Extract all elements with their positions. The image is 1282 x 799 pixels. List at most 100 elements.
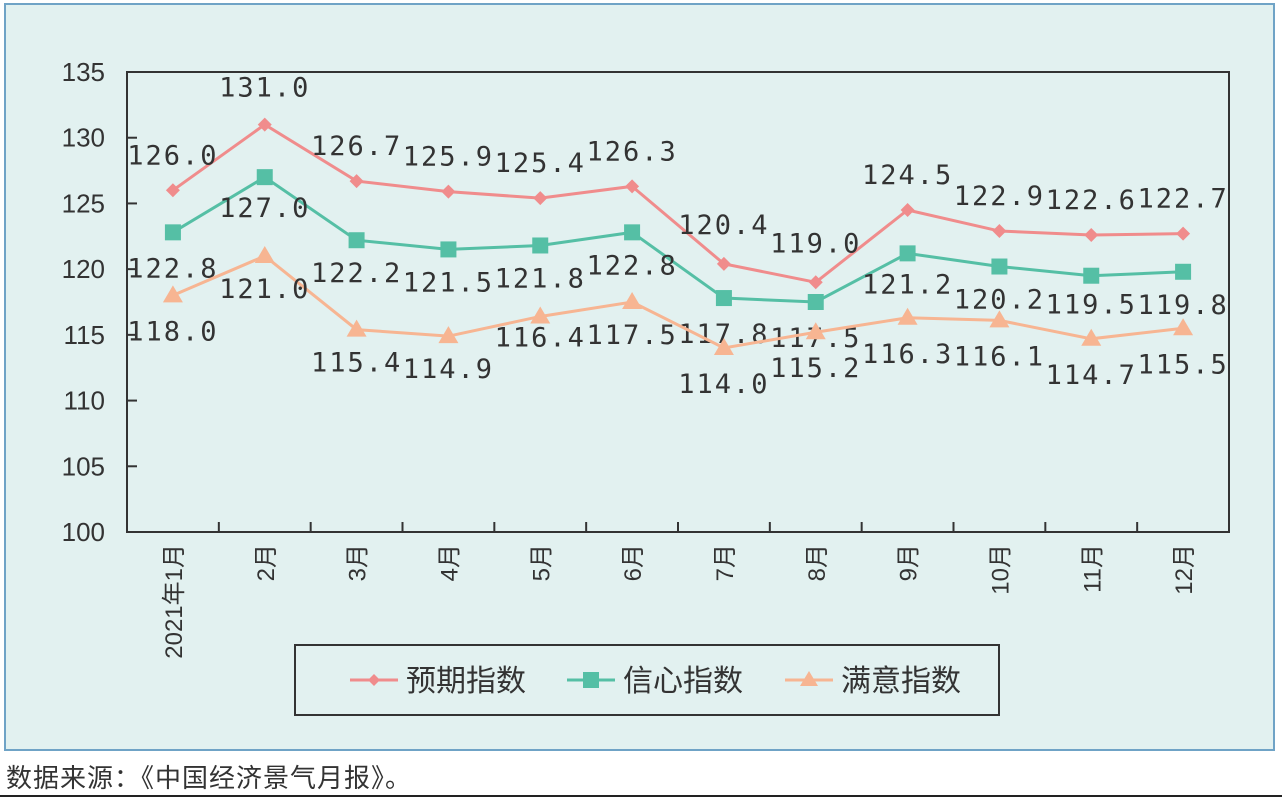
square-marker-icon: [624, 224, 641, 241]
square-marker-icon: [348, 232, 365, 249]
y-tick-label: 120: [62, 254, 105, 284]
x-tick-label: 12月: [1171, 544, 1198, 595]
triangle-marker-icon: [346, 319, 367, 337]
diamond-marker-icon: [808, 275, 823, 290]
data-label: 131.0: [219, 73, 310, 104]
triangle-marker-icon: [530, 306, 551, 324]
legend-label: 信心指数: [623, 664, 743, 699]
triangle-marker-icon: [1173, 318, 1194, 336]
source-note: 数据来源：《中国经济景气月报》。: [6, 764, 413, 794]
y-tick-label: 130: [62, 123, 105, 153]
x-tick-label: 3月: [345, 544, 372, 581]
y-tick-label: 125: [62, 188, 105, 218]
triangle-marker-icon: [713, 338, 734, 355]
triangle-marker-icon: [1081, 328, 1102, 346]
diamond-marker-icon: [441, 184, 456, 199]
series-line: [172, 254, 1184, 350]
data-label: 117.5: [586, 320, 677, 351]
legend-label: 满意指数: [841, 664, 961, 699]
legend-box: [294, 644, 1000, 716]
triangle-marker-icon: [622, 292, 643, 309]
data-label: 126.3: [586, 136, 677, 167]
data-label: 121.8: [495, 263, 586, 294]
y-tick-label: 115: [64, 320, 105, 350]
square-marker-icon: [807, 294, 824, 310]
x-tick-label: 2021年1月: [161, 544, 188, 659]
line-chart: 100 105 110 115 120 125 130 135 2021年1月 2月 3月 4月 5月 6…: [62, 57, 1230, 716]
data-label: 116.4: [495, 322, 586, 353]
series-line: [172, 175, 1184, 304]
data-label: 122.8: [586, 250, 677, 281]
chart-panel: [4, 3, 1275, 751]
data-label: 125.9: [403, 142, 494, 173]
data-label: 114.0: [678, 369, 769, 400]
data-label: 119.0: [770, 228, 861, 259]
data-label: 122.9: [954, 181, 1045, 212]
data-label: 114.7: [1046, 360, 1137, 391]
diamond-marker-icon: [533, 191, 548, 206]
data-label: 122.7: [1137, 184, 1228, 215]
triangle-marker-icon: [254, 246, 275, 263]
square-marker-icon: [1083, 267, 1100, 284]
data-label: 127.0: [219, 193, 310, 224]
data-label: 115.2: [770, 353, 861, 384]
data-label: 118.0: [127, 316, 218, 347]
x-tick-label: 8月: [804, 544, 831, 581]
square-marker-icon: [715, 290, 732, 307]
diamond-marker-icon: [900, 203, 915, 217]
diamond-marker-icon: [1084, 227, 1099, 242]
square-marker-icon: [440, 241, 457, 258]
data-label: 116.3: [862, 339, 953, 370]
square-marker-icon: [899, 245, 916, 262]
diamond-marker-icon: [625, 179, 640, 194]
data-label: 126.7: [311, 131, 402, 162]
data-label: 122.6: [1046, 185, 1137, 216]
triangle-marker-icon: [805, 322, 826, 340]
data-label: 115.5: [1137, 349, 1228, 380]
data-label: 119.8: [1137, 290, 1228, 321]
x-tick-label: 7月: [712, 544, 739, 581]
x-tick-label: 10月: [987, 544, 1014, 595]
square-marker-icon: [1175, 263, 1192, 280]
diamond-marker-icon: [716, 256, 731, 271]
diamond-marker-icon: [1176, 226, 1191, 241]
data-label: 121.0: [219, 274, 310, 305]
x-tick-label: 4月: [436, 544, 463, 581]
square-marker-icon: [164, 224, 181, 241]
legend-label: 预期指数: [406, 664, 526, 699]
y-tick-label: 135: [62, 57, 105, 87]
square-marker-icon: [991, 258, 1008, 275]
data-label: 120.4: [678, 210, 769, 241]
x-tick-label: 6月: [620, 544, 647, 581]
data-label: 122.2: [311, 258, 402, 289]
triangle-marker-icon: [438, 326, 459, 344]
triangle-marker-icon: [897, 307, 918, 325]
square-marker-icon: [532, 237, 549, 254]
triangle-marker-icon: [162, 285, 183, 303]
data-label: 121.5: [403, 267, 494, 298]
data-label: 121.2: [862, 269, 953, 300]
x-tick-label: 9月: [896, 544, 923, 581]
diamond-marker-icon: [165, 183, 180, 198]
data-label: 126.0: [127, 140, 218, 171]
diamond-marker-icon: [992, 224, 1007, 239]
y-tick-label: 105: [62, 451, 105, 481]
diamond-marker-icon: [368, 674, 380, 686]
y-tick-label: 110: [64, 386, 105, 416]
x-tick-label: 11月: [1079, 544, 1106, 593]
data-label: 122.8: [127, 253, 218, 284]
x-tick-label: 2月: [253, 544, 280, 581]
data-label: 119.5: [1046, 290, 1137, 321]
x-tick-label: 5月: [528, 544, 555, 581]
bottom-rule: [0, 795, 1282, 797]
data-label: 120.2: [954, 285, 1045, 316]
square-marker-icon: [583, 672, 599, 688]
series-line: [172, 122, 1184, 284]
data-label: 124.5: [862, 160, 953, 191]
data-label: 115.4: [311, 348, 402, 379]
y-tick-label: 100: [62, 517, 105, 547]
diamond-marker-icon: [349, 174, 364, 189]
data-label: 116.1: [954, 341, 1045, 372]
diamond-marker-icon: [257, 117, 272, 132]
data-label: 125.4: [495, 148, 586, 179]
